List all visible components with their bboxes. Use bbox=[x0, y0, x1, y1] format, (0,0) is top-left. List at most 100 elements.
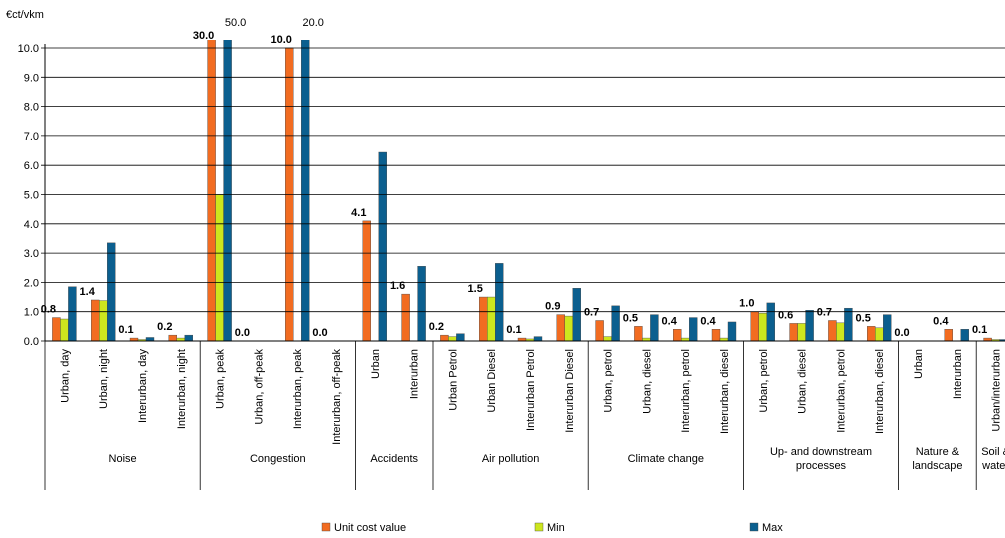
y-tick-label: 7.0 bbox=[24, 131, 39, 143]
legend-swatch bbox=[749, 522, 759, 532]
x-tick-label: Interurban, peak bbox=[292, 349, 304, 430]
value-label: 0.0 bbox=[312, 327, 327, 339]
group-label: Nature & landscape bbox=[912, 446, 962, 472]
x-tick-label: Urban, night bbox=[98, 349, 110, 409]
value-label: 0.4 bbox=[700, 315, 716, 327]
bar bbox=[533, 336, 543, 342]
bar bbox=[727, 321, 737, 342]
x-tick-label: Interurban Diesel bbox=[564, 349, 576, 433]
bar bbox=[960, 329, 969, 342]
group-label: Climate change bbox=[628, 453, 704, 465]
bar bbox=[944, 329, 953, 342]
group-label: Soil &water bbox=[981, 446, 1005, 472]
legend-swatch bbox=[534, 522, 544, 532]
bar bbox=[479, 296, 488, 342]
bar bbox=[711, 329, 721, 342]
bar bbox=[883, 314, 892, 342]
x-tick-label: Urban, petrol bbox=[758, 349, 770, 413]
value-label: 30.0 bbox=[193, 30, 214, 42]
bar bbox=[689, 317, 698, 342]
x-tick-label: Urban, peak bbox=[215, 349, 227, 409]
value-label: 0.2 bbox=[429, 321, 444, 333]
bar bbox=[378, 151, 387, 342]
y-axis-label: €ct/vkm bbox=[6, 9, 44, 21]
bar bbox=[215, 194, 224, 342]
y-tick-label: 10.0 bbox=[18, 43, 39, 55]
bar bbox=[603, 336, 612, 342]
value-label: 0.4 bbox=[933, 315, 949, 327]
bar bbox=[223, 40, 232, 342]
bar bbox=[758, 312, 767, 342]
x-tick-label: Urban bbox=[913, 349, 925, 379]
bar bbox=[556, 314, 565, 342]
value-label: 0.2 bbox=[157, 321, 172, 333]
bar bbox=[487, 296, 496, 342]
x-tick-label: Interurban, petrol bbox=[680, 349, 692, 433]
y-tick-label: 5.0 bbox=[24, 190, 39, 202]
bar bbox=[797, 323, 806, 342]
value-label: 0.7 bbox=[584, 306, 599, 318]
x-tick-label: Urban, diesel bbox=[797, 349, 809, 414]
bar bbox=[650, 314, 659, 342]
bar bbox=[106, 242, 116, 342]
x-tick-label: Urban, day bbox=[59, 349, 71, 403]
y-tick-label: 2.0 bbox=[24, 277, 39, 289]
bar bbox=[789, 323, 798, 342]
group-label: Noise bbox=[109, 453, 137, 465]
y-tick-label: 8.0 bbox=[24, 102, 39, 114]
value-label: 0.5 bbox=[856, 312, 871, 324]
y-tick-label: 4.0 bbox=[24, 219, 39, 231]
bar bbox=[60, 318, 69, 342]
bar bbox=[844, 307, 853, 342]
y-tick-label: 6.0 bbox=[24, 160, 39, 172]
bar bbox=[595, 320, 604, 342]
bar bbox=[98, 300, 108, 342]
group-label: Accidents bbox=[370, 453, 418, 465]
bar bbox=[440, 334, 449, 342]
value-label: 0.1 bbox=[506, 324, 521, 336]
value-label: 0.6 bbox=[778, 309, 793, 321]
bar bbox=[168, 334, 178, 342]
value-label: 4.1 bbox=[351, 207, 366, 219]
bar bbox=[495, 263, 504, 342]
x-tick-label: Interurban, petrol bbox=[835, 349, 847, 433]
bar bbox=[805, 310, 814, 342]
bar bbox=[362, 220, 371, 342]
x-tick-label: Interurban, off-peak bbox=[331, 349, 343, 445]
bar bbox=[301, 40, 310, 342]
value-label: 0.0 bbox=[235, 327, 250, 339]
x-tick-label: Urban Diesel bbox=[486, 349, 498, 413]
value-label: 0.0 bbox=[894, 327, 909, 339]
value-label: 0.1 bbox=[972, 324, 987, 336]
y-tick-label: 9.0 bbox=[24, 72, 39, 84]
x-tick-label: Urban/interurban bbox=[991, 349, 1003, 432]
x-tick-label: Urban, off-peak bbox=[253, 349, 265, 425]
bar bbox=[207, 40, 216, 342]
legend-label: Max bbox=[762, 522, 783, 534]
bar bbox=[836, 322, 845, 342]
legend-label: Min bbox=[547, 522, 565, 534]
x-tick-label: Interurban bbox=[952, 349, 964, 399]
value-label: 0.9 bbox=[545, 301, 560, 313]
value-label: 0.7 bbox=[817, 306, 832, 318]
bar bbox=[875, 327, 884, 342]
x-tick-label: Urban Petrol bbox=[447, 349, 459, 411]
bar bbox=[90, 299, 100, 342]
x-tick-label: Urban bbox=[370, 349, 382, 379]
bar bbox=[750, 311, 759, 342]
x-tick-label: Interurban, day bbox=[137, 349, 149, 423]
y-tick-label: 0.0 bbox=[24, 336, 39, 348]
group-label: Air pollution bbox=[482, 453, 539, 465]
bar bbox=[673, 329, 682, 342]
bar bbox=[52, 317, 61, 342]
value-label: 1.4 bbox=[80, 286, 96, 298]
bar bbox=[401, 293, 410, 342]
legend-label: Unit cost value bbox=[334, 522, 406, 534]
value-label: 0.5 bbox=[623, 312, 638, 324]
bar bbox=[448, 336, 457, 342]
x-tick-label: Urban, diesel bbox=[641, 349, 653, 414]
bar bbox=[867, 326, 876, 342]
x-tick-label: Urban, petrol bbox=[603, 349, 615, 413]
x-tick-label: Interurban, night bbox=[176, 349, 188, 429]
